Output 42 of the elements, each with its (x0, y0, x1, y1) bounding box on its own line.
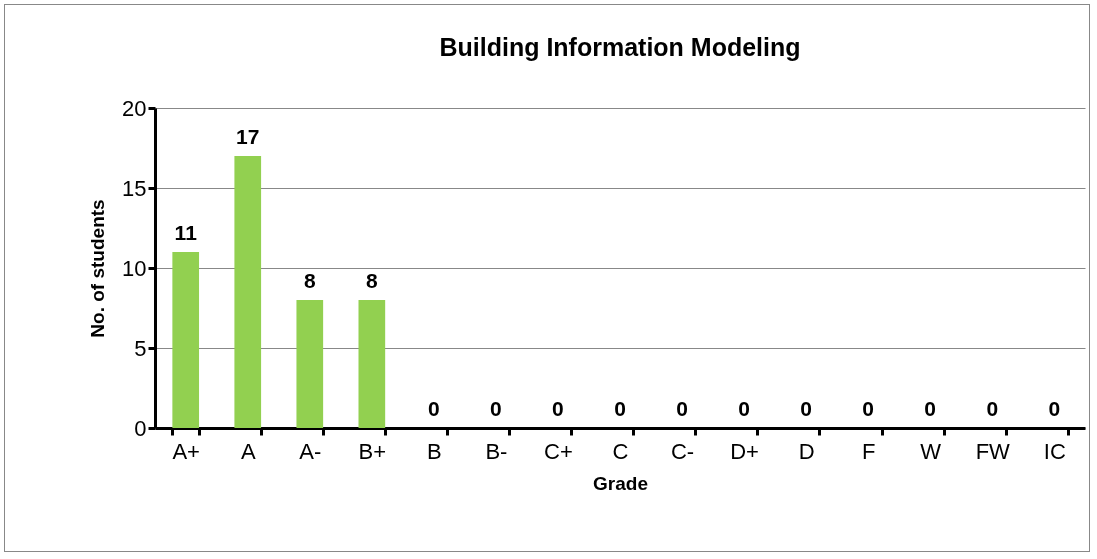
data-label: 0 (800, 397, 812, 420)
data-label: 17 (236, 125, 260, 148)
bar (358, 300, 386, 428)
x-tick-label: F (861, 438, 876, 464)
data-label: 8 (365, 269, 378, 292)
data-label: 0 (614, 397, 626, 420)
y-tick-label: 10 (122, 255, 147, 281)
x-tick-label: IC (1043, 438, 1066, 464)
x-tick-label: C (612, 438, 629, 464)
x-tick-label: W (920, 438, 942, 464)
x-tick-label: C+ (544, 438, 573, 464)
data-label: 8 (303, 269, 316, 292)
data-label: 0 (738, 397, 750, 420)
chart-title: Building Information Modeling (439, 33, 801, 61)
data-label: 0 (428, 397, 440, 420)
data-label: 0 (490, 397, 502, 420)
data-label: 0 (986, 397, 999, 420)
bar (296, 300, 324, 428)
data-label: 0 (862, 397, 875, 420)
x-tick-label: B+ (358, 438, 387, 464)
bar (234, 156, 262, 428)
x-tick-label: D (798, 438, 815, 464)
bar (172, 252, 200, 428)
y-tick-label: 0 (134, 415, 147, 441)
x-tick-label: D+ (730, 438, 759, 464)
data-label: 0 (1048, 397, 1061, 420)
x-tick-label: C- (670, 438, 695, 464)
y-axis-title: No. of students (87, 199, 109, 338)
y-tick-label: 15 (122, 175, 147, 201)
x-tick-label: A (240, 438, 256, 464)
data-label: 0 (676, 397, 688, 420)
x-tick-label: FW (975, 438, 1011, 464)
x-axis-title: Grade (593, 472, 648, 494)
data-label: 11 (174, 221, 198, 244)
y-tick-label: 20 (122, 95, 147, 121)
x-tick-label: A+ (172, 438, 200, 464)
x-tick-label: B (427, 438, 442, 464)
data-label: 0 (552, 397, 564, 420)
y-tick-label: 5 (134, 335, 147, 361)
x-tick-label: B- (485, 438, 508, 464)
x-tick-label: A- (299, 438, 322, 464)
data-label: 0 (924, 397, 937, 420)
